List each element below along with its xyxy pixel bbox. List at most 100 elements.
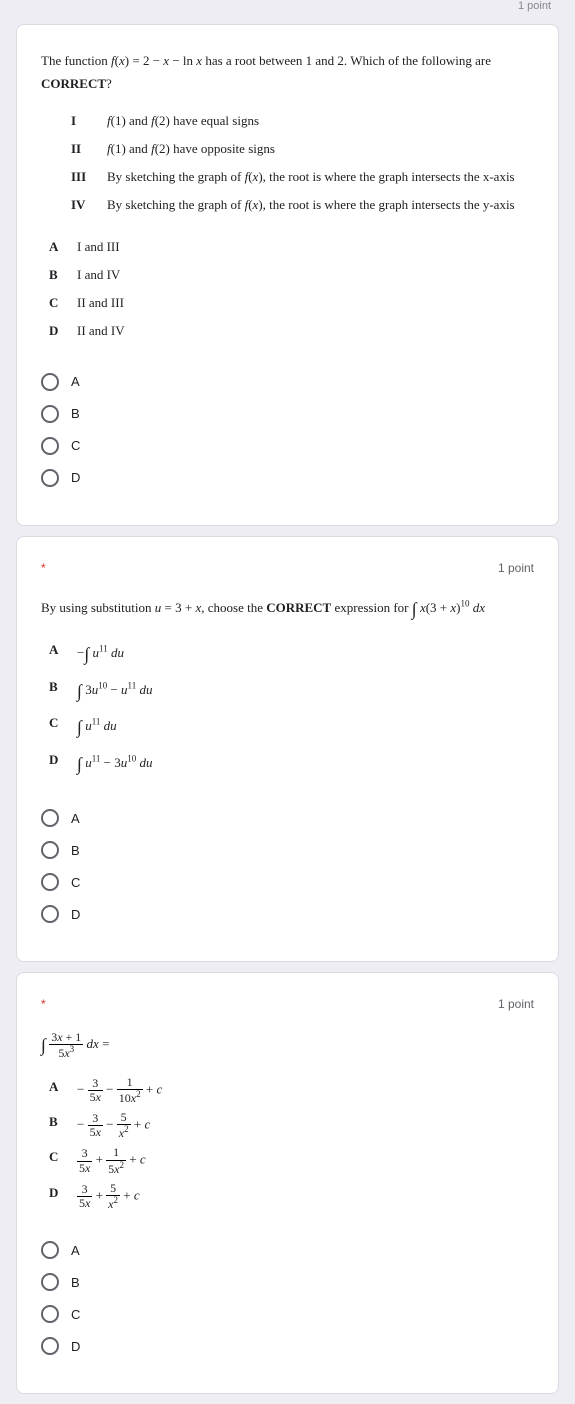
row-label: B: [49, 264, 77, 286]
radio-option-c[interactable]: C: [41, 873, 534, 891]
required-mark: *: [41, 561, 46, 575]
row-text: By sketching the graph of f(x), the root…: [107, 194, 534, 216]
radio-label: D: [71, 470, 80, 485]
row-label: D: [49, 320, 77, 342]
radio-option-a[interactable]: A: [41, 373, 534, 391]
radio-option-d[interactable]: D: [41, 1337, 534, 1355]
q1-prompt: The function f(x) = 2 − x − ln x has a r…: [41, 49, 534, 96]
option-row: DII and IV: [49, 320, 534, 342]
option-row: C35x + 15x2 + c: [49, 1146, 534, 1175]
question-1-card: The function f(x) = 2 − x − ln x has a r…: [16, 24, 559, 526]
q3-header: * 1 point: [41, 997, 534, 1011]
q3-options: A− 35x − 110x2 + cB− 35x − 5x2 + cC35x +…: [41, 1076, 534, 1212]
points-label: 1 point: [498, 561, 534, 575]
radio-circle-icon: [41, 405, 59, 423]
q2-options: A−∫ u11 duB∫ 3u10 − u11 duC∫ u11 duD∫ u1…: [41, 639, 534, 779]
statement-row: IIf(1) and f(2) have opposite signs: [71, 138, 534, 160]
row-text: − 35x − 110x2 + c: [77, 1076, 534, 1105]
row-label: B: [49, 676, 77, 698]
radio-circle-icon: [41, 373, 59, 391]
required-mark: *: [41, 997, 46, 1011]
row-label: IV: [71, 194, 107, 216]
row-label: A: [49, 1076, 77, 1098]
radio-circle-icon: [41, 1241, 59, 1259]
option-row: A−∫ u11 du: [49, 639, 534, 670]
radio-option-d[interactable]: D: [41, 469, 534, 487]
radio-label: D: [71, 1339, 80, 1354]
radio-label: A: [71, 1243, 80, 1258]
radio-label: A: [71, 374, 80, 389]
row-label: A: [49, 236, 77, 258]
row-text: − 35x − 5x2 + c: [77, 1111, 534, 1140]
option-row: B− 35x − 5x2 + c: [49, 1111, 534, 1140]
row-text: 35x + 5x2 + c: [77, 1182, 534, 1211]
statement-row: If(1) and f(2) have equal signs: [71, 110, 534, 132]
radio-circle-icon: [41, 841, 59, 859]
row-text: ∫ u11 − 3u10 du: [77, 749, 534, 780]
radio-option-b[interactable]: B: [41, 1273, 534, 1291]
option-row: D35x + 5x2 + c: [49, 1182, 534, 1211]
radio-circle-icon: [41, 905, 59, 923]
points-label: 1 point: [498, 997, 534, 1011]
row-label: C: [49, 712, 77, 734]
q2-header: * 1 point: [41, 561, 534, 575]
radio-circle-icon: [41, 469, 59, 487]
q3-prompt: ∫ 3x + 15x3 dx =: [41, 1029, 534, 1061]
row-text: I and III: [77, 236, 534, 258]
row-label: D: [49, 749, 77, 771]
radio-label: B: [71, 843, 80, 858]
q3-radios: A B C D: [41, 1241, 534, 1355]
q2-prompt: By using substitution u = 3 + x, choose …: [41, 593, 534, 625]
row-text: ∫ u11 du: [77, 712, 534, 743]
row-text: By sketching the graph of f(x), the root…: [107, 166, 534, 188]
row-label: III: [71, 166, 107, 188]
radio-circle-icon: [41, 809, 59, 827]
radio-label: A: [71, 811, 80, 826]
radio-circle-icon: [41, 873, 59, 891]
row-text: −∫ u11 du: [77, 639, 534, 670]
radio-option-d[interactable]: D: [41, 905, 534, 923]
row-text: ∫ 3u10 − u11 du: [77, 676, 534, 707]
q2-radios: A B C D: [41, 809, 534, 923]
question-3-card: * 1 point ∫ 3x + 15x3 dx = A− 35x − 110x…: [16, 972, 559, 1394]
radio-option-b[interactable]: B: [41, 405, 534, 423]
radio-label: C: [71, 1307, 80, 1322]
option-row: C∫ u11 du: [49, 712, 534, 743]
row-label: D: [49, 1182, 77, 1204]
row-label: I: [71, 110, 107, 132]
radio-option-a[interactable]: A: [41, 809, 534, 827]
row-text: II and IV: [77, 320, 534, 342]
radio-option-a[interactable]: A: [41, 1241, 534, 1259]
radio-circle-icon: [41, 1273, 59, 1291]
radio-label: C: [71, 875, 80, 890]
row-text: f(1) and f(2) have opposite signs: [107, 138, 534, 160]
radio-label: B: [71, 406, 80, 421]
question-2-card: * 1 point By using substitution u = 3 + …: [16, 536, 559, 963]
row-text: I and IV: [77, 264, 534, 286]
option-row: CII and III: [49, 292, 534, 314]
row-label: C: [49, 292, 77, 314]
q1-radios: A B C D: [41, 373, 534, 487]
q1-statements: If(1) and f(2) have equal signs IIf(1) an…: [41, 110, 534, 216]
radio-circle-icon: [41, 437, 59, 455]
row-label: C: [49, 1146, 77, 1168]
radio-circle-icon: [41, 1305, 59, 1323]
radio-label: C: [71, 438, 80, 453]
radio-option-b[interactable]: B: [41, 841, 534, 859]
q1-options: AI and IIIBI and IVCII and IIIDII and IV: [41, 236, 534, 342]
radio-label: B: [71, 1275, 80, 1290]
radio-option-c[interactable]: C: [41, 1305, 534, 1323]
option-row: D∫ u11 − 3u10 du: [49, 749, 534, 780]
row-text: 35x + 15x2 + c: [77, 1146, 534, 1175]
statement-row: IIIBy sketching the graph of f(x), the r…: [71, 166, 534, 188]
row-text: II and III: [77, 292, 534, 314]
radio-option-c[interactable]: C: [41, 437, 534, 455]
top-point-label: 1 point: [0, 0, 575, 14]
option-row: AI and III: [49, 236, 534, 258]
row-label: B: [49, 1111, 77, 1133]
row-label: II: [71, 138, 107, 160]
option-row: BI and IV: [49, 264, 534, 286]
radio-label: D: [71, 907, 80, 922]
option-row: A− 35x − 110x2 + c: [49, 1076, 534, 1105]
row-label: A: [49, 639, 77, 661]
